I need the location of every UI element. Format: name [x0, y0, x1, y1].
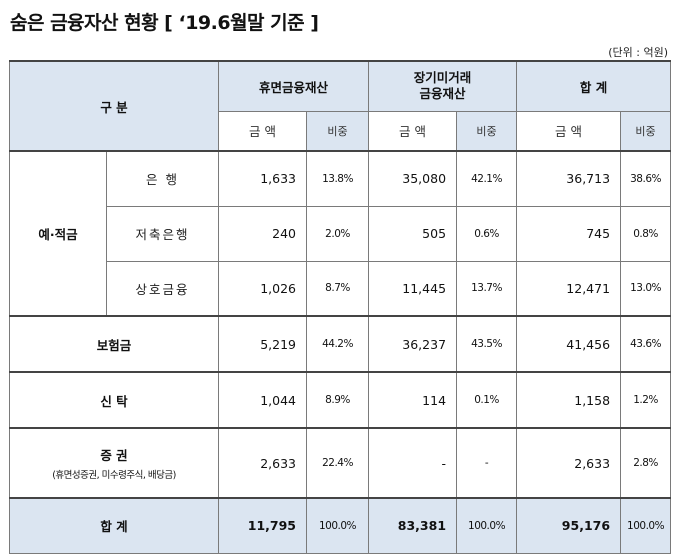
- cell-ratio: 2.0%: [306, 205, 370, 262]
- cell-ratio: -: [456, 427, 518, 499]
- cell-amount: 35,080: [368, 150, 458, 207]
- row-group-deposits: 예·적금: [9, 150, 107, 317]
- cell-ratio: 1.2%: [620, 371, 672, 429]
- header-long-term-amount: 금 액: [368, 110, 458, 152]
- cell-ratio: 13.8%: [306, 150, 370, 207]
- cell-ratio: 0.6%: [456, 205, 518, 262]
- cell-amount: 1,158: [516, 371, 622, 429]
- table-row: 증 권 (휴면성증권, 미수령주식, 배당금) 2,633 22.4% - - …: [8, 427, 672, 499]
- header-dormant-ratio: 비중: [306, 110, 370, 152]
- cell-ratio: 22.4%: [306, 427, 370, 499]
- cell-amount: 240: [218, 205, 308, 262]
- cell-ratio: 43.5%: [456, 315, 518, 373]
- table-row: 예·적금 은 행 1,633 13.8% 35,080 42.1% 36,713…: [9, 150, 672, 317]
- cell-ratio: 13.0%: [620, 260, 672, 317]
- row-label-total: 합 계: [8, 497, 220, 554]
- cell-amount: 12,471: [516, 260, 622, 317]
- row-label-bank: 은 행: [105, 150, 220, 207]
- header-category: 구 분: [8, 60, 220, 152]
- header-dormant: 휴면금융재산: [218, 60, 370, 112]
- table-row: 저축은행 240 2.0% 505 0.6% 745 0.8%: [10, 205, 672, 262]
- cell-amount: 11,445: [368, 260, 458, 317]
- page-title: 숨은 금융자산 현황 [ ‘19.6월말 기준 ]: [10, 12, 319, 34]
- table-row: 상호금융 1,026 8.7% 11,445 13.7% 12,471 13.0…: [10, 260, 672, 317]
- cell-amount: 114: [368, 371, 458, 429]
- cell-ratio: 0.8%: [620, 205, 672, 262]
- cell-amount: 36,237: [368, 315, 458, 373]
- cell-amount: 11,795: [218, 497, 308, 554]
- unit-label: (단위 : 억원): [608, 46, 668, 59]
- cell-ratio: 8.7%: [306, 260, 370, 317]
- cell-amount: 1,633: [218, 150, 308, 207]
- header-long-term: 장기미거래 금융재산: [368, 60, 518, 112]
- cell-ratio: 2.8%: [620, 427, 672, 499]
- header-total: 합 계: [516, 60, 672, 112]
- table-row: 신 탁 1,044 8.9% 114 0.1% 1,158 1.2%: [8, 371, 672, 429]
- cell-amount: 2,633: [218, 427, 308, 499]
- row-label-insurance: 보험금: [8, 315, 220, 373]
- row-label-securities: 증 권 (휴면성증권, 미수령주식, 배당금): [8, 427, 220, 499]
- header-long-term-ratio: 비중: [456, 110, 518, 152]
- cell-ratio: 42.1%: [456, 150, 518, 207]
- cell-amount: 745: [516, 205, 622, 262]
- financial-assets-table: 구 분 휴면금융재산 장기미거래 금융재산 합 계 금 액 비중 금 액 비중 …: [8, 60, 672, 554]
- cell-ratio: 13.7%: [456, 260, 518, 317]
- cell-amount: -: [368, 427, 458, 499]
- cell-amount: 505: [368, 205, 458, 262]
- cell-amount: 1,026: [218, 260, 308, 317]
- header-total-amount: 금 액: [516, 110, 622, 152]
- header-total-ratio: 비중: [620, 110, 672, 152]
- cell-amount: 95,176: [516, 497, 622, 554]
- cell-ratio: 100.0%: [620, 497, 672, 554]
- row-label-mutual: 상호금융: [105, 260, 220, 317]
- row-label-trust: 신 탁: [8, 371, 220, 429]
- cell-amount: 1,044: [218, 371, 308, 429]
- cell-ratio: 8.9%: [306, 371, 370, 429]
- cell-ratio: 43.6%: [620, 315, 672, 373]
- cell-amount: 2,633: [516, 427, 622, 499]
- table-row: 보험금 5,219 44.2% 36,237 43.5% 41,456 43.6…: [8, 315, 672, 373]
- cell-ratio: 0.1%: [456, 371, 518, 429]
- cell-amount: 41,456: [516, 315, 622, 373]
- cell-amount: 83,381: [368, 497, 458, 554]
- securities-note: (휴면성증권, 미수령주식, 배당금): [52, 470, 176, 481]
- cell-ratio: 100.0%: [456, 497, 518, 554]
- securities-label: 증 권: [100, 448, 128, 463]
- cell-amount: 5,219: [218, 315, 308, 373]
- cell-ratio: 100.0%: [306, 497, 370, 554]
- header-dormant-amount: 금 액: [218, 110, 308, 152]
- cell-ratio: 38.6%: [620, 150, 672, 207]
- row-label-savings-bank: 저축은행: [105, 205, 220, 262]
- cell-amount: 36,713: [516, 150, 622, 207]
- cell-ratio: 44.2%: [306, 315, 370, 373]
- table-row-total: 합 계 11,795 100.0% 83,381 100.0% 95,176 1…: [8, 497, 672, 554]
